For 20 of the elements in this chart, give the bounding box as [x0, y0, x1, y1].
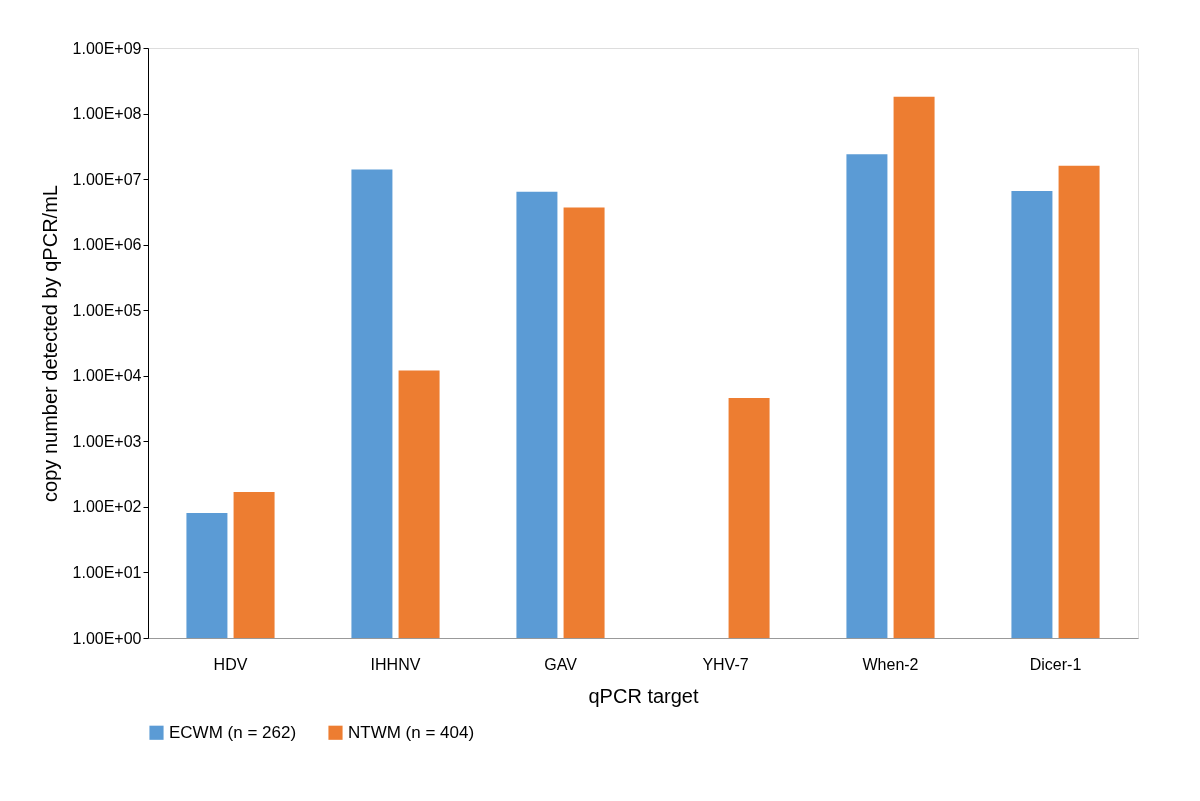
x-tick-label: HDV [213, 655, 248, 673]
y-tick-label: 1.00E+03 [72, 432, 142, 450]
legend-label: ECWM (n = 262) [169, 722, 297, 742]
y-tick-label: 1.00E+06 [72, 236, 142, 254]
y-tick-label: 1.00E+05 [72, 301, 142, 319]
y-tick-label: 1.00E+02 [72, 498, 142, 516]
y-tick-label: 1.00E+09 [72, 39, 142, 57]
legend-label: NTWM (n = 404) [348, 722, 475, 742]
x-tick-label: IHHNV [370, 655, 421, 673]
x-tick-label: Dicer-1 [1029, 655, 1082, 673]
y-tick-label: 1.00E+04 [72, 367, 142, 385]
y-tick-label: 1.00E+00 [72, 629, 142, 647]
x-tick-label: GAV [544, 655, 578, 673]
y-tick-label: 1.00E+08 [72, 105, 142, 123]
x-tick-label: When-2 [862, 655, 919, 673]
y-tick-label: 1.00E+07 [72, 170, 142, 188]
y-tick-label: 1.00E+01 [72, 563, 142, 581]
x-axis-title: qPCR target [588, 684, 699, 707]
x-tick-label: YHV-7 [702, 655, 749, 673]
y-axis-title: copy number detected by qPCR/mL [38, 185, 61, 502]
